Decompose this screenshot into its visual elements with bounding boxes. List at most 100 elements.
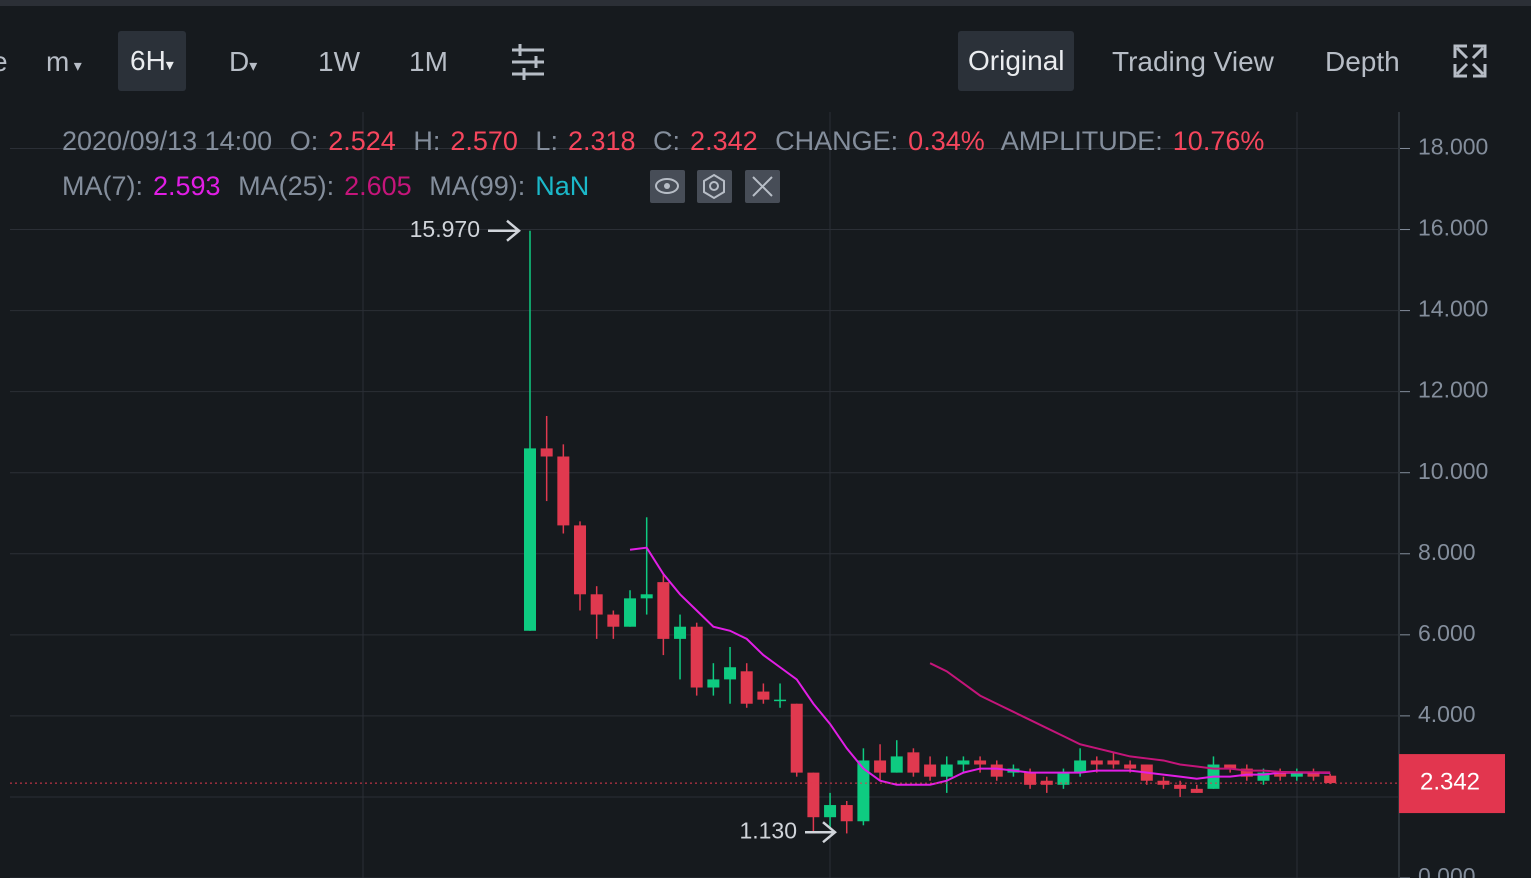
candle-body [924,764,937,777]
y-tick-label: 4.000 [1418,701,1476,727]
y-tick-label: 6.000 [1418,620,1476,646]
candle-body [1124,764,1137,769]
ma-value: 2.605 [344,171,412,201]
candle-body [807,772,820,818]
interval-label: D [229,46,250,77]
interval[interactable]: D▾ [229,46,258,77]
field-label: C: [653,126,681,156]
candle-body [574,525,587,595]
candle-body [657,582,670,639]
field-value: 0.34% [908,126,985,156]
candle-body [690,626,703,688]
y-tick-label: 18.000 [1418,134,1488,160]
top-border [0,0,1531,6]
ma-value: NaN [535,171,590,201]
extreme-arrow [488,219,521,242]
y-tick-label: 0.000 [1418,863,1476,878]
field-label: CHANGE: [775,126,899,156]
y-tick-label: 10.000 [1418,458,1488,484]
field-value: 10.76% [1172,126,1265,156]
candle-body [1290,772,1303,777]
candle-body [857,760,870,822]
interval[interactable]: 6H▾ [118,31,186,91]
y-tick-label: 14.000 [1418,296,1488,322]
extreme-label: 15.970 [410,216,480,242]
candle-body [890,756,903,773]
candle-body [824,805,837,818]
candle-body [1224,764,1237,769]
candle-body [1324,775,1337,784]
y-tick-label: 12.000 [1418,377,1488,403]
candle-body [640,594,653,599]
ma-label: MA(25): [238,171,335,201]
ma-label: MA(99): [429,171,526,201]
candle-body [774,699,787,702]
candle-body [1057,772,1070,785]
candle-body [624,598,637,627]
settings-button[interactable] [697,170,732,203]
field-value: 2.318 [567,126,636,156]
extreme-label: 1.130 [739,817,797,843]
view-tab[interactable]: Trading View [1112,46,1274,77]
candle-body [674,626,687,639]
interval[interactable]: e [0,42,8,82]
ma-row: MA(7): 2.593 MA(25): 2.605 MA(99): NaN [62,171,599,202]
field-label: AMPLITUDE: [1000,126,1163,156]
candle-body [524,448,536,631]
candle-body [1107,760,1120,765]
field-value: 2.524 [328,126,396,156]
fullscreen-icon[interactable] [1453,44,1487,78]
field-label: H: [413,126,441,156]
candle-body [607,614,620,627]
ohlc-row: 2020/09/13 14:00 O: 2.524 H: 2.570 L: 2.318… [62,126,1274,157]
filter-icon[interactable] [512,44,544,80]
view-tab[interactable]: Depth [1325,46,1400,77]
candle-body [1174,784,1187,789]
candle-body [757,691,770,700]
candle-body [1274,772,1287,777]
candle-body [974,760,987,765]
field-label: O: [289,126,319,156]
candle-body [874,760,887,773]
last-price-label: 2.342 [1420,768,1480,795]
ma-value: 2.593 [153,171,221,201]
candle-body [907,752,920,773]
candle-body [957,760,970,765]
interval-label: 6H [130,45,166,76]
extreme-arrow [805,821,837,844]
candle-body [1190,788,1203,793]
eye-button[interactable] [650,170,685,203]
field-value: 2.342 [690,126,758,156]
candle-body [990,764,1003,777]
interval-label: m [46,46,70,77]
candle-body [790,703,803,773]
candle-body [557,456,570,526]
y-tick-label: 8.000 [1418,539,1476,565]
candle-body [1074,760,1087,773]
candle-body [840,805,853,822]
time: 2020/09/13 14:00 [62,126,273,156]
close-button[interactable] [745,170,780,203]
candle-body [724,667,737,680]
interval[interactable]: m ▾ [46,46,82,77]
interval[interactable]: 1W [318,46,360,77]
candle-body [1307,772,1320,777]
last-price-tag [1399,754,1505,814]
candle-body [540,448,553,457]
ma-label: MA(7): [62,171,143,201]
y-tick-label: 16.000 [1418,215,1488,241]
candle-body [1257,772,1270,781]
candle-body [740,671,753,704]
candle-body [1157,780,1170,785]
ma-line [929,662,1331,774]
candle-body [940,764,953,777]
interval[interactable]: 1M [409,46,448,77]
candle-body [1090,760,1103,765]
candle-body [707,679,720,688]
field-value: 2.570 [450,126,518,156]
candle-body [590,594,603,615]
view-tab[interactable]: Original [958,31,1075,91]
candle-body [1024,772,1037,785]
